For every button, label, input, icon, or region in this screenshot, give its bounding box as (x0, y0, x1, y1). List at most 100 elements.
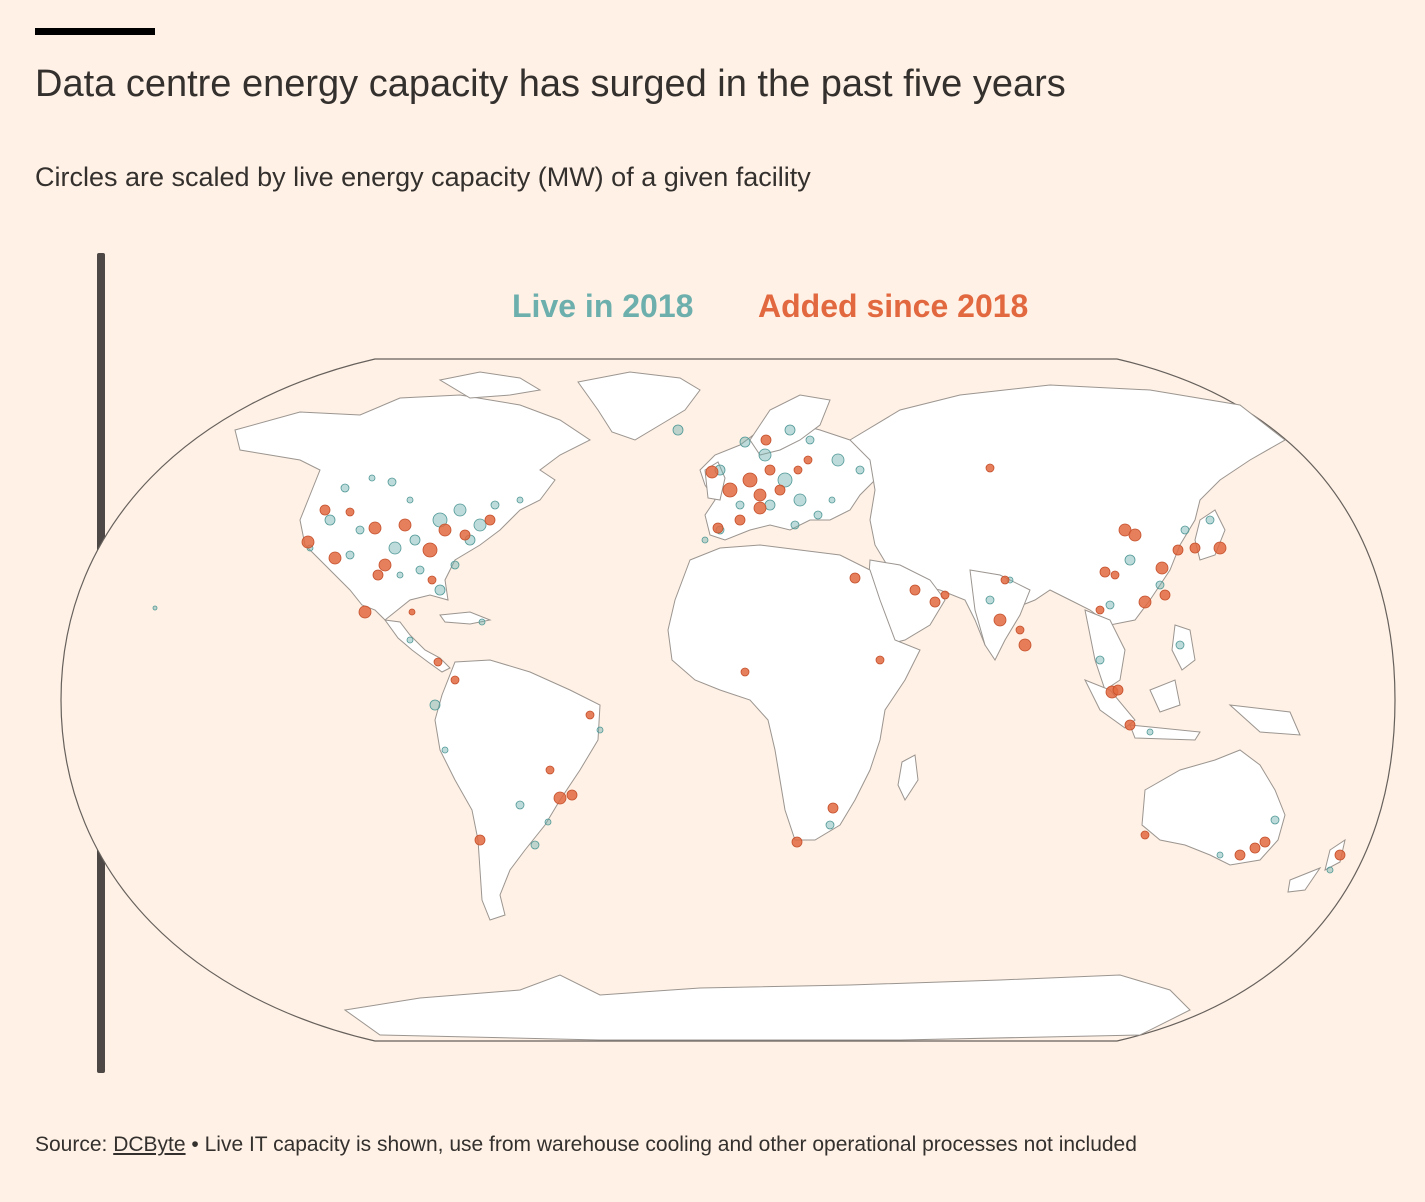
added-point-46 (1213, 541, 1227, 555)
legend: Live in 2018 Added since 2018 (0, 288, 1425, 332)
added-point-20 (474, 834, 486, 846)
live-point-31 (777, 472, 793, 488)
live-point-16 (516, 496, 524, 504)
added-point-59 (1334, 849, 1346, 861)
added-point-56 (1249, 842, 1261, 854)
added-point-34 (849, 572, 861, 584)
added-point-44 (1172, 544, 1184, 556)
live-point-48 (1124, 554, 1136, 566)
added-point-63 (875, 655, 885, 665)
added-point-11 (345, 507, 355, 517)
live-point-54 (1146, 728, 1154, 736)
live-point-43 (790, 520, 800, 530)
added-point-9 (372, 569, 384, 581)
live-point-34 (805, 435, 815, 445)
added-point-4 (398, 518, 412, 532)
live-point-49 (1155, 580, 1165, 590)
live-point-55 (1270, 815, 1280, 825)
antarctica (343, 974, 1191, 1041)
source-note: Source: DCByte • Live IT capacity is sho… (35, 1130, 1137, 1160)
added-point-2 (328, 551, 342, 565)
live-point-27 (406, 636, 414, 644)
live-point-45 (985, 595, 995, 605)
live-point-20 (429, 699, 441, 711)
added-point-5 (422, 542, 438, 558)
north-america (234, 394, 591, 621)
added-point-45 (1189, 542, 1201, 554)
added-point-55 (1234, 849, 1246, 861)
live-point-58 (825, 820, 835, 830)
live-point-3 (406, 496, 414, 504)
madagascar (897, 754, 919, 802)
added-since-2018-points (301, 434, 1346, 861)
world-map (60, 358, 1396, 1042)
added-point-0 (301, 535, 315, 549)
top-rule (35, 28, 155, 35)
live-point-29 (739, 436, 751, 448)
live-point-42 (828, 496, 836, 504)
chart-subtitle: Circles are scaled by live energy capaci… (35, 162, 811, 192)
added-point-37 (940, 590, 950, 600)
live-point-24 (544, 818, 552, 826)
live-point-51 (1205, 515, 1215, 525)
live-point-13 (415, 565, 425, 575)
live-point-37 (764, 499, 776, 511)
live-point-11 (450, 560, 460, 570)
added-point-6 (438, 523, 452, 537)
live-point-14 (396, 571, 404, 579)
live-point-15 (490, 500, 500, 510)
added-point-1 (319, 504, 331, 516)
added-point-48 (1110, 570, 1120, 580)
added-point-54 (1124, 719, 1136, 731)
live-point-57 (1326, 866, 1334, 874)
live-point-35 (831, 453, 845, 467)
live-point-0 (340, 483, 350, 493)
added-point-7 (459, 529, 471, 541)
added-point-64 (985, 463, 995, 473)
added-point-22 (705, 465, 719, 479)
added-point-23 (722, 482, 738, 498)
added-point-29 (734, 514, 746, 526)
added-point-26 (764, 464, 776, 476)
added-point-58 (1140, 830, 1150, 840)
live-point-30 (758, 448, 772, 462)
live-point-7 (409, 534, 421, 546)
added-point-39 (1015, 625, 1025, 635)
added-point-13 (427, 575, 437, 585)
added-point-28 (753, 501, 767, 515)
southeast-asia (1084, 609, 1126, 691)
added-point-8 (378, 558, 392, 572)
added-point-25 (753, 488, 767, 502)
added-point-61 (791, 836, 803, 848)
added-point-62 (740, 667, 750, 677)
live-point-47 (1105, 600, 1115, 610)
live-point-12 (434, 584, 446, 596)
source-link-dcbyte[interactable]: DCByte (113, 1133, 186, 1156)
added-point-14 (408, 608, 416, 616)
africa (667, 544, 921, 841)
added-point-38 (993, 613, 1007, 627)
added-point-18 (566, 789, 578, 801)
greenland (577, 371, 701, 441)
australia (1141, 749, 1286, 866)
added-point-49 (1138, 595, 1152, 609)
live-point-2 (387, 477, 397, 487)
added-point-21 (585, 710, 595, 720)
added-point-33 (760, 434, 772, 446)
live-point-53 (1175, 640, 1185, 650)
added-point-53 (1112, 684, 1124, 696)
live-point-17 (473, 518, 487, 532)
added-point-40 (1018, 638, 1032, 652)
live-point-1 (368, 474, 376, 482)
live-point-4 (324, 514, 336, 526)
live-point-56 (1216, 851, 1224, 859)
chart-title: Data centre energy capacity has surged i… (35, 63, 1066, 105)
live-point-25 (596, 726, 604, 734)
south-america (434, 659, 601, 921)
added-point-65 (1095, 605, 1105, 615)
live-point-59 (152, 605, 158, 611)
added-point-51 (1155, 561, 1169, 575)
live-point-5 (355, 525, 365, 535)
live-point-44 (672, 424, 684, 436)
caribbean (439, 611, 492, 625)
